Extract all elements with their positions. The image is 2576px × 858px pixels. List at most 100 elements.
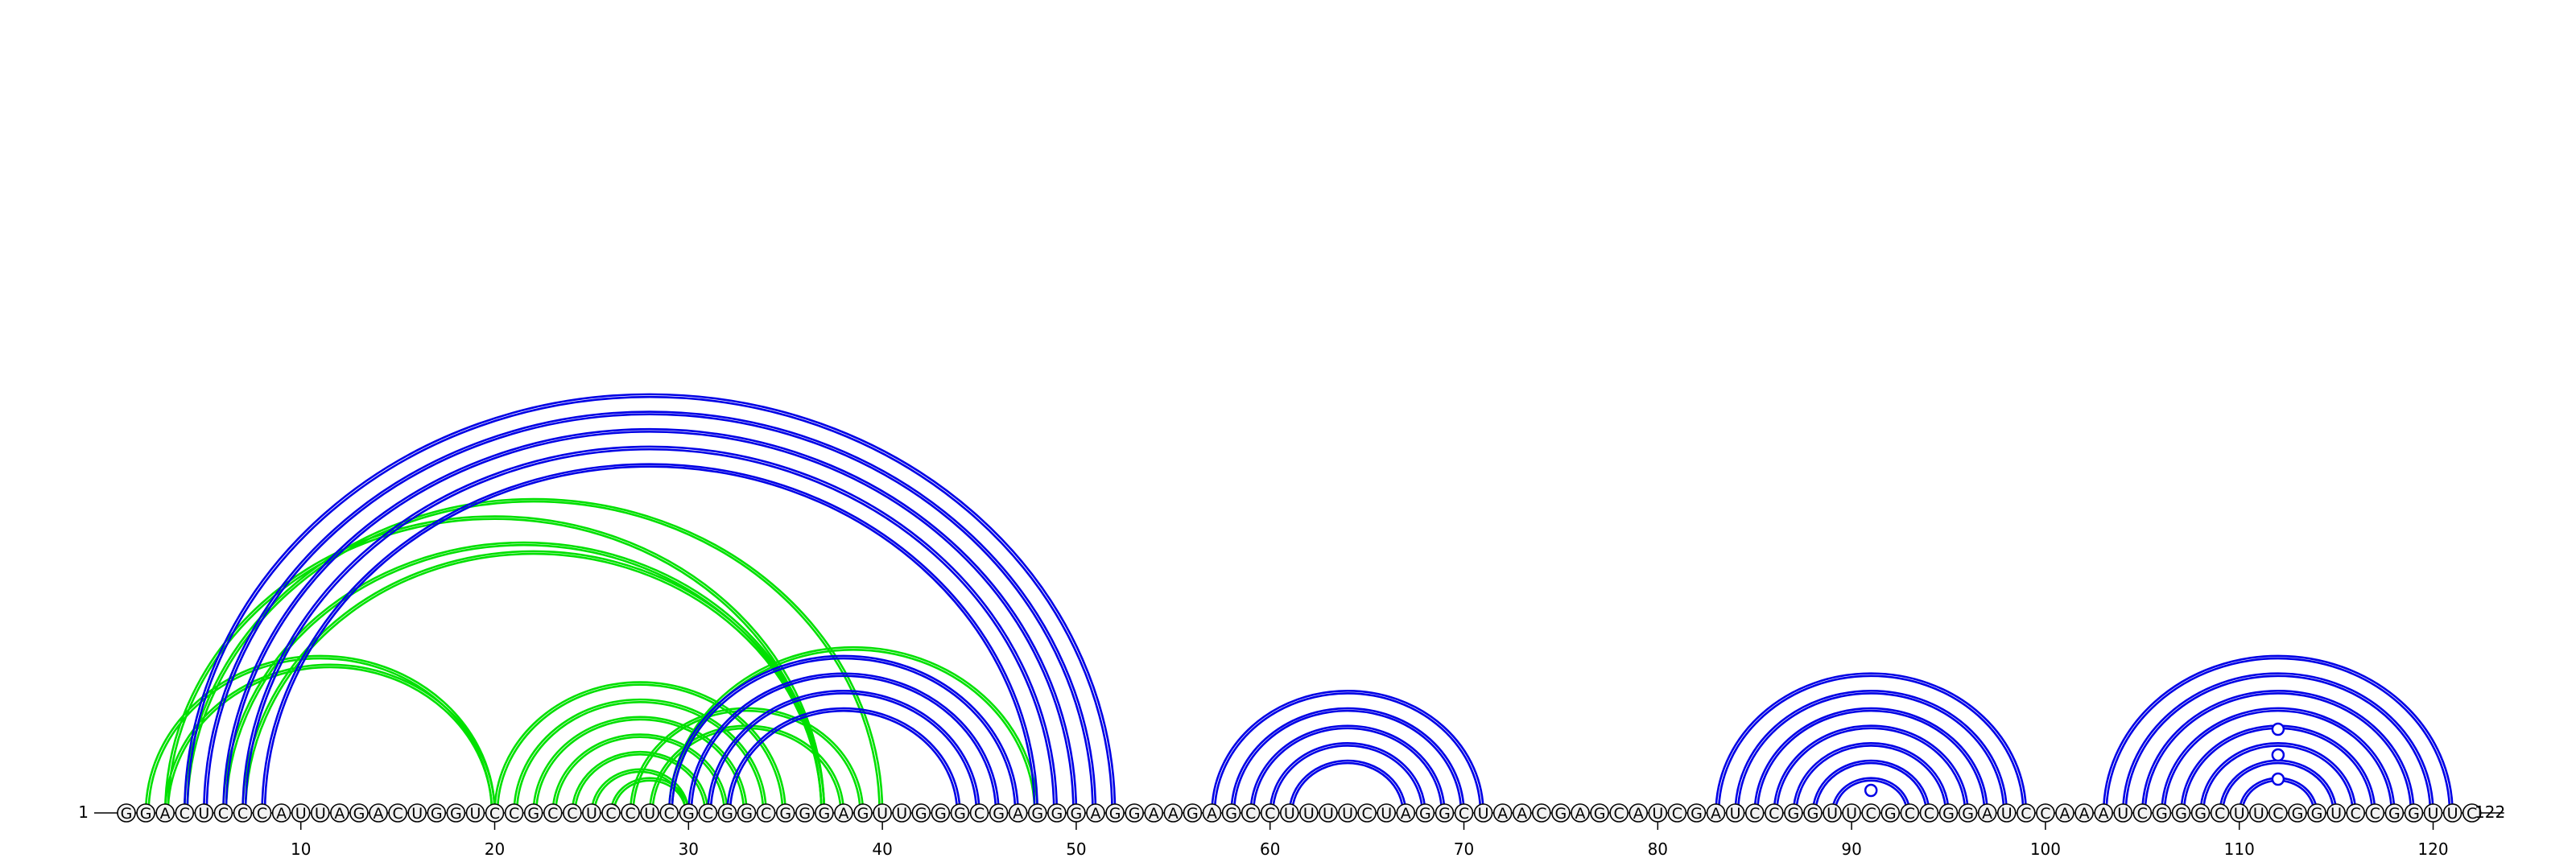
green-arc-7-37 bbox=[242, 550, 826, 814]
nucleotide-circle bbox=[310, 803, 330, 823]
blue-arc-4-52 bbox=[183, 393, 1117, 814]
nucleotide-84: U bbox=[1725, 803, 1745, 823]
nucleotide-circle bbox=[601, 803, 621, 823]
nucleotide-letter: U bbox=[295, 805, 307, 823]
nucleotide-21: C bbox=[504, 803, 524, 823]
nucleotide-85: C bbox=[1744, 803, 1765, 823]
green-arc-inner-22-33 bbox=[535, 718, 745, 814]
blue-arc-58-70 bbox=[1230, 707, 1465, 814]
blue-arc-inner-86-96 bbox=[1776, 727, 1967, 814]
nucleotide-circle bbox=[194, 803, 214, 823]
nucleotide-34: C bbox=[756, 803, 776, 823]
nucleotide-33: G bbox=[737, 803, 757, 823]
nucleotide-38: A bbox=[834, 803, 853, 823]
nucleotide-109: C bbox=[2210, 803, 2230, 823]
nucleotide-119: G bbox=[2404, 803, 2424, 823]
nucleotide-circle bbox=[1725, 803, 1745, 823]
nucleotide-circle bbox=[1027, 803, 1047, 823]
nucleotide-letter: C bbox=[180, 805, 190, 823]
nucleotide-letter: C bbox=[2467, 805, 2477, 823]
nucleotide-80: U bbox=[1648, 803, 1668, 823]
nucleotide-circle bbox=[2307, 803, 2326, 823]
nucleotide-24: C bbox=[563, 803, 582, 823]
nucleotide-112: C bbox=[2268, 803, 2288, 823]
green-arc-21-34 bbox=[513, 698, 767, 814]
nucleotide-letter: G bbox=[1071, 805, 1083, 823]
nucleotide-10: U bbox=[291, 803, 311, 823]
axis-ticks: 10 20 30 40 50 60 70 80 90 100 110 120 bbox=[291, 822, 2449, 858]
nucleotide-118: G bbox=[2384, 803, 2405, 823]
nucleotide-76: A bbox=[1571, 803, 1590, 823]
nucleotide-letter: U bbox=[2447, 805, 2458, 823]
nucleotide-circle bbox=[640, 803, 659, 823]
nucleotide-circle bbox=[621, 803, 640, 823]
nucleotide-circle bbox=[369, 803, 388, 823]
blue-arc-inner-31-45 bbox=[709, 692, 978, 814]
green-arc-26-30 bbox=[609, 777, 690, 814]
nucleotide-letter: U bbox=[644, 805, 655, 823]
nucleotide-3: A bbox=[155, 803, 175, 823]
nucleotide-letter: C bbox=[703, 805, 713, 823]
nucleotide-letter: G bbox=[954, 805, 966, 823]
nucleotide-circle bbox=[465, 803, 485, 823]
nucleotide-48: G bbox=[1027, 803, 1047, 823]
nucleotide-letter: C bbox=[1614, 805, 1624, 823]
nucleotide-letter: C bbox=[1769, 805, 1779, 823]
nucleotide-letter: G bbox=[121, 805, 133, 823]
nucleotide-letter: G bbox=[1962, 805, 1974, 823]
nucleotide-circle bbox=[1415, 803, 1435, 823]
nucleotide-circle bbox=[931, 803, 951, 823]
nucleotide-letter: U bbox=[1323, 805, 1334, 823]
nucleotide-letter: U bbox=[198, 805, 209, 823]
nucleotide-circle bbox=[1686, 803, 1707, 823]
tick-label-100: 100 bbox=[2030, 839, 2061, 858]
nucleotide-letter: C bbox=[1924, 805, 1934, 823]
nucleotide-letter: U bbox=[1478, 805, 1489, 823]
tick-label-90: 90 bbox=[1841, 839, 1861, 858]
nucleotide-circle bbox=[737, 803, 757, 823]
nucleotide-circle bbox=[2190, 803, 2211, 823]
green-arc-28-38 bbox=[648, 724, 845, 814]
blue-arc-inner-4-52 bbox=[186, 395, 1113, 814]
nucleotide-circle bbox=[1996, 803, 2017, 823]
nucleotide-letter: C bbox=[625, 805, 635, 823]
green-arc-2-20 bbox=[144, 654, 496, 814]
nucleotide-letter: A bbox=[1401, 805, 1411, 823]
blue-arc-inner-30-46 bbox=[690, 674, 997, 814]
nucleotide-circle bbox=[1396, 803, 1416, 823]
nucleotide-circle bbox=[2171, 803, 2191, 823]
nucleotide-letter: G bbox=[1555, 805, 1567, 823]
nucleotide-55: A bbox=[1163, 803, 1183, 823]
nucleotide-92: G bbox=[1880, 803, 1901, 823]
nucleotide-letter: G bbox=[993, 805, 1005, 823]
nucleotide-circle bbox=[1532, 803, 1551, 823]
nucleotide-letter: G bbox=[1051, 805, 1063, 823]
nucleotide-circle bbox=[388, 803, 407, 823]
loop-marker-3 bbox=[2271, 722, 2285, 736]
nucleotide-letter: A bbox=[1168, 805, 1179, 823]
nucleotide-circle bbox=[136, 803, 155, 823]
nucleotide-44: G bbox=[950, 803, 970, 823]
nucleotide-circle bbox=[543, 803, 563, 823]
blue-arc-inner-87-95 bbox=[1795, 745, 1947, 814]
nucleotide-circle bbox=[407, 803, 427, 823]
green-arc-22-33 bbox=[532, 716, 748, 814]
nucleotide-letter: U bbox=[1730, 805, 1741, 823]
nucleotide-circle bbox=[2442, 803, 2462, 823]
nucleotide-circle bbox=[1299, 803, 1319, 823]
blue-arc-61-67 bbox=[1288, 759, 1407, 814]
nucleotide-letter: C bbox=[547, 805, 558, 823]
nucleotide-letter: G bbox=[2175, 805, 2187, 823]
blue-arc-32-44 bbox=[726, 707, 961, 814]
nucleotide-circle bbox=[756, 803, 776, 823]
nucleotide-29: C bbox=[659, 803, 679, 823]
blue-arc-inner-32-44 bbox=[729, 709, 959, 814]
nucleotide-letter: G bbox=[2388, 805, 2401, 823]
nucleotide-12: A bbox=[330, 803, 349, 823]
nucleotide-61: U bbox=[1280, 803, 1299, 823]
blue-arc-85-97 bbox=[1753, 707, 1988, 814]
nucleotide-circle bbox=[911, 803, 931, 823]
tick-label-30: 30 bbox=[679, 839, 699, 858]
nucleotide-110: U bbox=[2229, 803, 2249, 823]
